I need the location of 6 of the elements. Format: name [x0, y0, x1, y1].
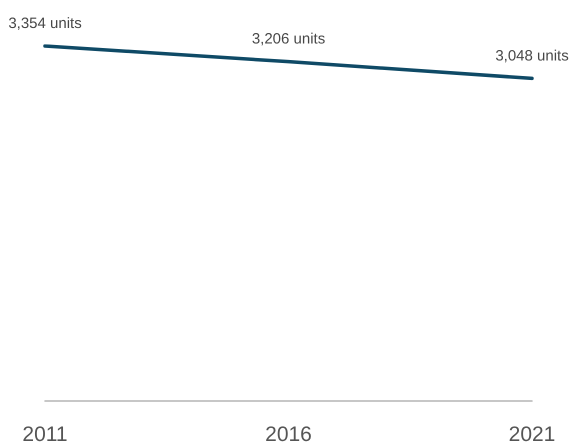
- x-tick-label: 2016: [265, 423, 312, 445]
- data-label: 3,048 units: [495, 47, 569, 64]
- x-tick-label: 2021: [508, 423, 556, 445]
- data-label: 3,354 units: [8, 15, 82, 32]
- x-tick-label: 2011: [22, 423, 68, 445]
- data-label: 3,206 units: [252, 30, 326, 48]
